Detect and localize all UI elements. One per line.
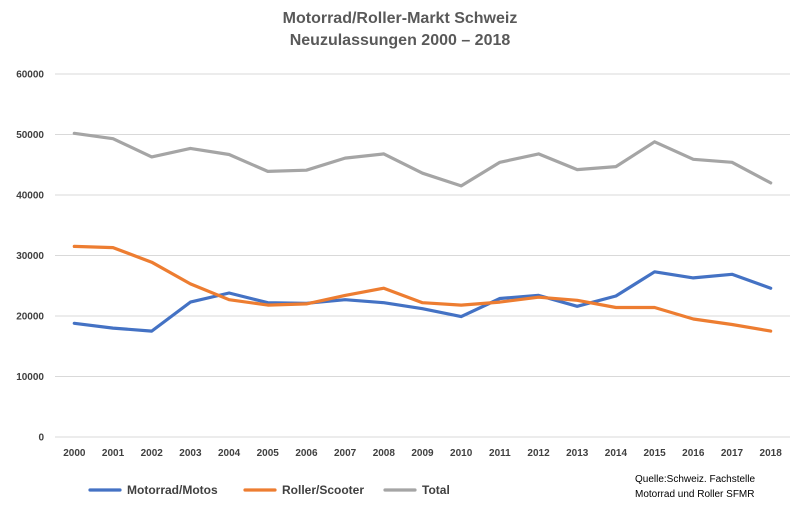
x-tick-label: 2005 [257,448,280,459]
source-line-2: Motorrad und Roller SFMR [635,489,754,500]
legend-label: Total [422,483,450,497]
x-tick-label: 2014 [605,448,628,459]
x-tick-label: 2008 [373,448,396,459]
x-tick-label: 2000 [63,448,86,459]
y-tick-label: 60000 [16,70,44,81]
x-tick-label: 2010 [450,448,473,459]
x-axis-ticks: 2000 2001 2002 2003 2004 2005 2006 2007 2008 2009… [63,448,782,459]
y-tick-label: 10000 [16,372,44,383]
x-tick-label: 2016 [682,448,705,459]
x-tick-label: 2001 [102,448,125,459]
x-tick-label: 2018 [760,448,783,459]
series-line-3 [72,131,773,188]
series-line-1 [72,270,773,333]
x-tick-label: 2006 [295,448,318,459]
x-tick-label: 2007 [334,448,357,459]
x-tick-label: 2017 [721,448,744,459]
x-tick-label: 2004 [218,448,241,459]
y-tick-label: 0 [38,433,44,444]
y-axis-ticks: 0 10000 20000 30000 40000 50000 60000 [16,70,44,444]
chart-subtitle: Neuzulassungen 2000 – 2018 [290,32,511,49]
x-tick-label: 2015 [643,448,666,459]
source-line-1: Quelle:Schweiz. Fachstelle [635,474,755,485]
gridlines [55,73,790,438]
x-tick-label: 2011 [489,448,511,459]
legend: Motorrad/Motos Roller/Scooter Total [88,483,450,497]
chart-title: Motorrad/Roller-Markt Schweiz [283,10,518,27]
y-tick-label: 40000 [16,191,44,202]
x-tick-label: 2002 [141,448,164,459]
y-tick-label: 20000 [16,312,44,323]
x-tick-label: 2012 [527,448,550,459]
y-tick-label: 50000 [16,130,44,141]
series-lines [72,131,773,333]
x-tick-label: 2009 [411,448,434,459]
legend-label: Roller/Scooter [282,483,364,497]
x-tick-label: 2013 [566,448,589,459]
series-line-2 [72,244,773,333]
y-tick-label: 30000 [16,251,44,262]
legend-label: Motorrad/Motos [127,483,218,497]
x-tick-label: 2003 [179,448,202,459]
